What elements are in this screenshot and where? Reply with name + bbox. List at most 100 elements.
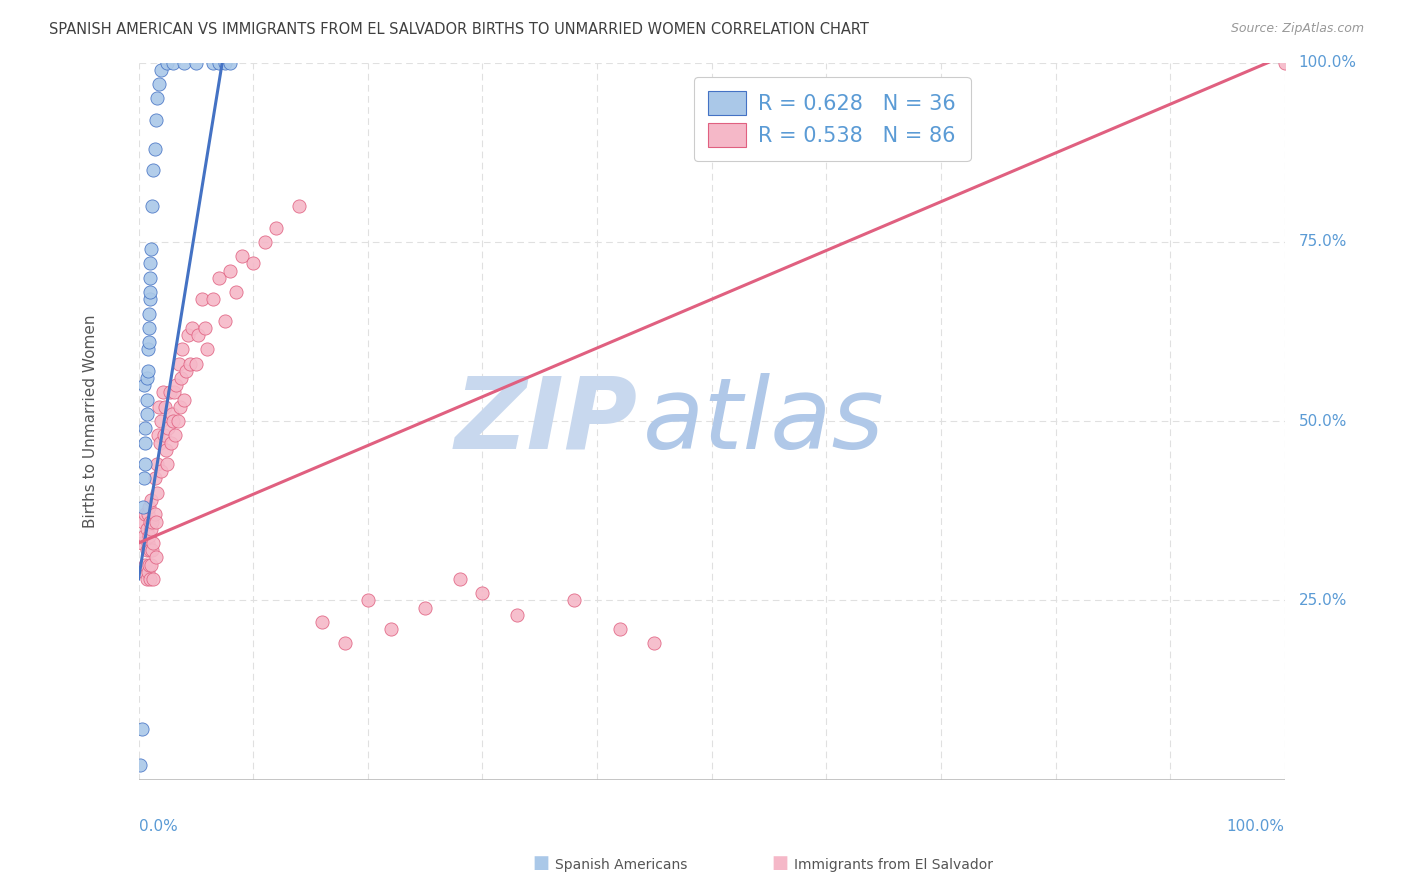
Point (159, 385, 181, 400)
Point (136, 565, 159, 579)
Text: ZIP: ZIP (454, 373, 637, 469)
Point (149, 435, 172, 450)
Point (184, 357, 207, 371)
Point (150, 464, 173, 478)
Point (170, 371, 193, 385)
Point (134, 565, 156, 579)
Point (150, 414, 173, 428)
Point (139, 515, 162, 529)
Point (139, 543, 162, 558)
Point (141, 515, 163, 529)
Point (141, 543, 163, 558)
Point (134, 421, 156, 435)
Point (128, 758, 150, 772)
Point (562, 593, 585, 607)
Point (134, 508, 156, 522)
Text: Immigrants from El Salvador: Immigrants from El Salvador (794, 858, 994, 872)
Point (264, 220, 287, 235)
Point (156, 55, 179, 70)
Point (135, 572, 157, 586)
Point (142, 572, 165, 586)
Point (135, 543, 157, 558)
Point (357, 593, 380, 607)
Point (156, 457, 179, 471)
Point (155, 442, 177, 457)
Point (311, 615, 333, 629)
Point (138, 335, 160, 350)
Point (163, 385, 186, 400)
Point (141, 199, 163, 213)
Point (136, 508, 159, 522)
Text: SPANISH AMERICAN VS IMMIGRANTS FROM EL SALVADOR BIRTHS TO UNMARRIED WOMEN CORREL: SPANISH AMERICAN VS IMMIGRANTS FROM EL S… (49, 22, 869, 37)
Point (134, 529, 156, 543)
Point (146, 486, 169, 500)
Point (138, 307, 160, 321)
Text: 50.0%: 50.0% (1299, 414, 1347, 429)
Text: 75.0%: 75.0% (1299, 235, 1347, 250)
Point (143, 471, 166, 485)
Point (288, 199, 311, 213)
Point (134, 457, 156, 471)
Point (148, 400, 170, 414)
Text: Source: ZipAtlas.com: Source: ZipAtlas.com (1230, 22, 1364, 36)
Text: ■: ■ (772, 855, 789, 872)
Point (166, 414, 188, 428)
Point (135, 371, 157, 385)
Point (174, 364, 197, 378)
Point (139, 292, 162, 306)
Point (139, 285, 162, 299)
Point (157, 421, 180, 435)
Point (181, 321, 204, 335)
Point (333, 636, 356, 650)
Point (146, 91, 169, 105)
Point (225, 285, 247, 299)
Point (160, 407, 183, 421)
Point (173, 55, 195, 70)
Point (152, 428, 174, 442)
Point (202, 55, 225, 70)
Point (194, 321, 217, 335)
Point (167, 357, 190, 371)
Point (143, 508, 166, 522)
Point (162, 55, 184, 70)
Point (643, 636, 665, 650)
Point (138, 321, 160, 335)
Point (214, 55, 236, 70)
Point (132, 500, 155, 515)
Point (506, 607, 529, 622)
Point (187, 328, 209, 343)
Point (150, 62, 173, 77)
Point (1274, 55, 1296, 70)
Point (136, 364, 159, 378)
Point (169, 400, 191, 414)
Text: 100.0%: 100.0% (1299, 55, 1357, 70)
Point (219, 55, 242, 70)
Point (135, 392, 157, 407)
Point (165, 378, 187, 392)
Text: 25.0%: 25.0% (1299, 593, 1347, 607)
Point (159, 435, 181, 450)
Point (138, 500, 160, 515)
Point (145, 113, 167, 128)
Point (449, 572, 471, 586)
Point (165, 428, 187, 442)
Point (134, 378, 156, 392)
Point (172, 343, 194, 357)
Text: Spanish Americans: Spanish Americans (555, 858, 688, 872)
Text: 0.0%: 0.0% (139, 819, 177, 834)
Point (208, 270, 231, 285)
Text: ■: ■ (533, 855, 550, 872)
Point (179, 357, 201, 371)
Point (152, 385, 174, 400)
Point (134, 558, 156, 572)
Text: atlas: atlas (643, 373, 884, 469)
Point (242, 256, 264, 270)
Point (173, 392, 195, 407)
Point (253, 235, 276, 249)
Point (134, 435, 156, 450)
Point (202, 292, 225, 306)
Point (177, 328, 200, 343)
Point (214, 314, 236, 328)
Point (142, 536, 165, 550)
Point (131, 536, 153, 550)
